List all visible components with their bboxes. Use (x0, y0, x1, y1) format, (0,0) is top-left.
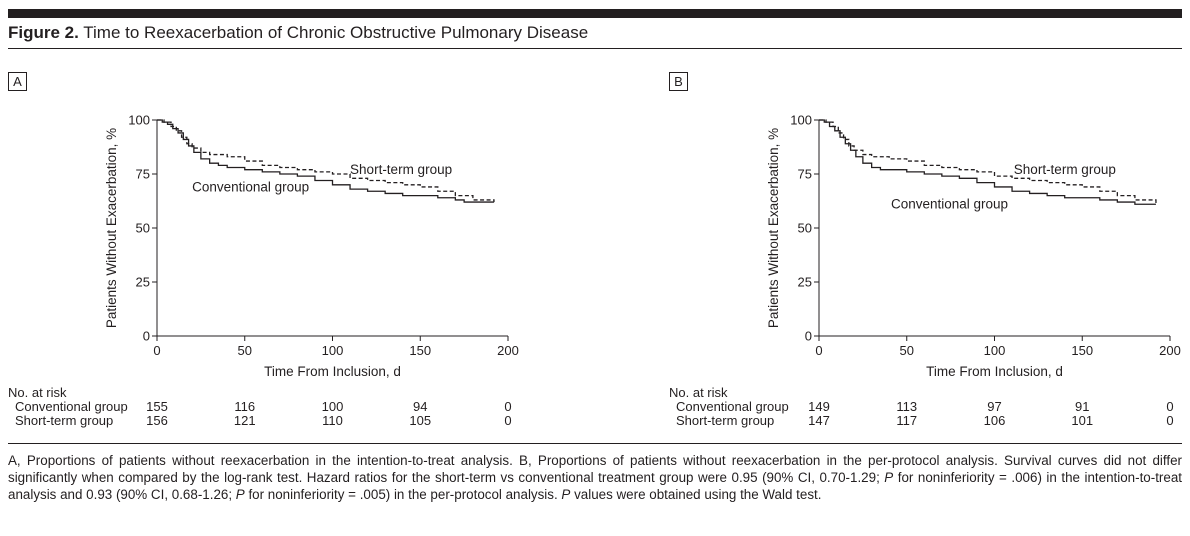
y-tick-label-b-0: 0 (805, 329, 812, 344)
figure-caption: A, Proportions of patients without reexa… (8, 452, 1182, 503)
at-risk-count-a-1-1: 121 (233, 413, 256, 428)
at-risk-count-b-0-2: 97 (987, 399, 1002, 414)
at-risk-count-a-0-4: 0 (504, 399, 512, 414)
caption-segment-3: P (235, 487, 245, 502)
y-tick-label-a-0: 0 (143, 329, 150, 344)
series-line-b-conventional (819, 119, 1156, 205)
figure-title-text: Time to Reexacerbation of Chronic Obstru… (83, 23, 589, 42)
at-risk-count-a-1-0: 156 (146, 413, 168, 428)
at-risk-table-b: No. at risk Conventional group 149 113 97 91 0… (669, 386, 1182, 430)
x-tick-label-a-4: 200 (497, 343, 519, 358)
series-label-b-conventional: Conventional group (891, 197, 1008, 212)
caption-segment-2: for noninferiority = .006) in the intent… (8, 470, 1182, 502)
y-tick-label-a-1: 25 (136, 275, 150, 290)
survival-chart-b: 0 25 50 75 100 0 50 100 150 200 Time From Inclusio… (766, 113, 1181, 380)
at-risk-row-label-b-1: Short-term group (676, 413, 775, 428)
at-risk-count-a-0-2: 100 (321, 399, 344, 414)
series-label-b-short-term: Short-term group (1014, 162, 1116, 177)
at-risk-count-b-0-1: 113 (896, 399, 918, 414)
y-tick-label-a-2: 50 (136, 221, 150, 236)
caption-segment-6: values were obtained using the Wald test… (570, 487, 822, 502)
y-tick-label-b-1: 25 (798, 275, 812, 290)
x-axis-label-a: Time From Inclusion, d (264, 364, 401, 379)
at-risk-row-label-b-0: Conventional group (676, 399, 789, 414)
at-risk-row-label-a-0: Conventional group (15, 399, 128, 414)
x-tick-label-b-0: 0 (815, 343, 822, 358)
series-label-a-conventional: Conventional group (192, 179, 309, 194)
series-label-a-short-term: Short-term group (350, 162, 452, 177)
at-risk-count-b-0-0: 149 (808, 399, 830, 414)
at-risk-count-b-1-0: 147 (808, 413, 830, 428)
at-risk-count-a-0-3: 94 (413, 399, 428, 414)
at-risk-header-b: No. at risk (669, 385, 728, 400)
at-risk-count-b-1-3: 101 (1071, 413, 1094, 428)
at-risk-count-b-1-4: 0 (1166, 413, 1174, 428)
x-tick-label-a-1: 50 (238, 343, 252, 358)
series-line-a-short-term (157, 119, 495, 203)
caption-segment-5: P (561, 487, 571, 502)
figure-title: Figure 2. Time to Reexacerbation of Chro… (8, 22, 588, 44)
caption-segment-1: P (884, 470, 894, 485)
top-rule-bar (8, 9, 1182, 18)
at-risk-header-a: No. at risk (8, 385, 67, 400)
y-axis-label-b: Patients Without Exacerbation, % (766, 128, 781, 328)
at-risk-row-label-a-1: Short-term group (15, 413, 114, 428)
panel-a-label: A (8, 72, 27, 91)
at-risk-count-b-0-3: 91 (1075, 399, 1090, 414)
at-risk-count-b-0-4: 0 (1166, 399, 1174, 414)
caption-divider (8, 443, 1182, 444)
figure-label: Figure 2. (8, 23, 79, 42)
at-risk-count-b-1-2: 106 (983, 413, 1006, 428)
x-tick-label-a-2: 100 (322, 343, 344, 358)
at-risk-count-a-0-1: 116 (234, 399, 256, 414)
title-divider (8, 48, 1182, 49)
x-axis-label-b: Time From Inclusion, d (926, 364, 1063, 379)
series-line-b-short-term (819, 119, 1157, 205)
x-tick-label-b-2: 100 (984, 343, 1006, 358)
series-line-a-conventional (157, 119, 494, 203)
survival-chart-a: 0 25 50 75 100 0 50 100 150 200 Time From Inclusio… (104, 113, 519, 380)
panel-b-label: B (669, 72, 688, 91)
x-tick-label-b-3: 150 (1071, 343, 1093, 358)
x-tick-label-b-1: 50 (900, 343, 914, 358)
y-tick-label-a-3: 75 (136, 167, 150, 182)
caption-segment-4: for noninferiority = .005) in the per-pr… (244, 487, 562, 502)
y-tick-label-b-3: 75 (798, 167, 812, 182)
at-risk-count-b-1-1: 117 (896, 413, 918, 428)
at-risk-count-a-1-3: 105 (409, 413, 432, 428)
at-risk-count-a-0-0: 155 (146, 399, 168, 414)
y-tick-label-a-4: 100 (128, 113, 150, 128)
caption-segment-0: A, Proportions of patients without reexa… (8, 453, 1182, 485)
y-tick-label-b-4: 100 (790, 113, 812, 128)
x-tick-label-a-3: 150 (409, 343, 431, 358)
at-risk-count-a-1-2: 110 (322, 413, 343, 428)
y-axis-label-a: Patients Without Exacerbation, % (104, 128, 119, 328)
y-tick-label-b-2: 50 (798, 221, 812, 236)
at-risk-count-a-1-4: 0 (504, 413, 512, 428)
at-risk-table-a: No. at risk Conventional group 155 116 100 94… (8, 386, 528, 430)
x-tick-label-b-4: 200 (1159, 343, 1181, 358)
x-tick-label-a-0: 0 (153, 343, 160, 358)
